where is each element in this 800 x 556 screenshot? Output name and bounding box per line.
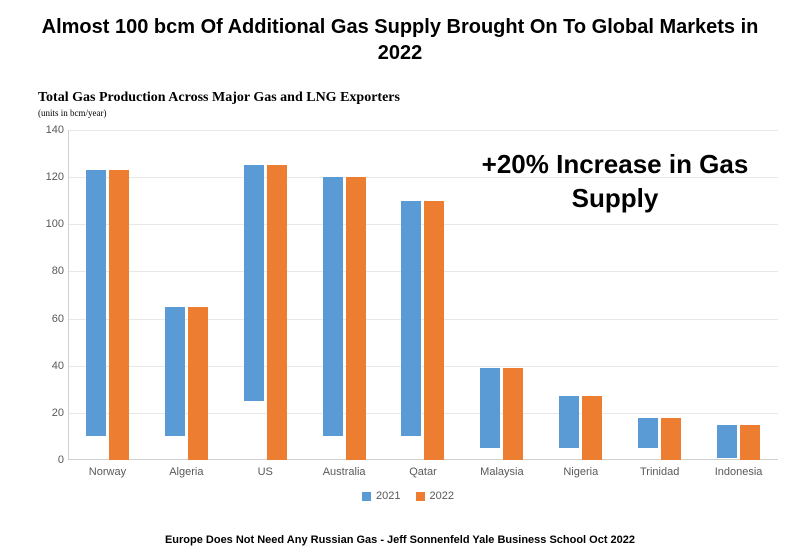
y-tick-label: 20 bbox=[38, 407, 64, 419]
y-tick-label: 60 bbox=[38, 313, 64, 325]
x-tick-label: Qatar bbox=[409, 466, 437, 478]
x-tick-label: Algeria bbox=[169, 466, 203, 478]
bar-chart: 020406080100120140 NorwayAlgeriaUSAustra… bbox=[38, 130, 778, 490]
bar bbox=[559, 396, 579, 448]
chart-subtitle: Total Gas Production Across Major Gas an… bbox=[38, 90, 800, 106]
bar bbox=[323, 177, 343, 436]
bar-group bbox=[68, 170, 147, 460]
units-label: (units in bcm/year) bbox=[38, 108, 800, 118]
x-tick-label: Trinidad bbox=[640, 466, 679, 478]
legend-label-2021: 2021 bbox=[376, 490, 400, 502]
bar bbox=[582, 396, 602, 460]
y-tick-label: 40 bbox=[38, 360, 64, 372]
bar bbox=[109, 170, 129, 460]
bar-group bbox=[699, 425, 778, 460]
bar-group bbox=[226, 165, 305, 460]
y-tick-label: 140 bbox=[38, 124, 64, 136]
bar bbox=[503, 368, 523, 460]
y-tick-label: 0 bbox=[38, 454, 64, 466]
bar bbox=[86, 170, 106, 436]
bar-group bbox=[384, 201, 463, 460]
y-tick-label: 100 bbox=[38, 218, 64, 230]
bar-group bbox=[541, 396, 620, 460]
legend-item-2022: 2022 bbox=[416, 490, 454, 502]
bar bbox=[638, 418, 658, 449]
subtitle-block: Total Gas Production Across Major Gas an… bbox=[0, 72, 800, 118]
x-tick-label: Norway bbox=[89, 466, 126, 478]
legend-item-2021: 2021 bbox=[362, 490, 400, 502]
legend-swatch-2022 bbox=[416, 492, 425, 501]
bar-group bbox=[620, 418, 699, 460]
legend-swatch-2021 bbox=[362, 492, 371, 501]
x-tick-label: US bbox=[258, 466, 273, 478]
bar bbox=[740, 425, 760, 460]
legend-label-2022: 2022 bbox=[430, 490, 454, 502]
bar bbox=[424, 201, 444, 460]
bar bbox=[480, 368, 500, 448]
x-tick-label: Malaysia bbox=[480, 466, 523, 478]
bar bbox=[188, 307, 208, 460]
x-tick-label: Indonesia bbox=[715, 466, 763, 478]
bar bbox=[346, 177, 366, 460]
bar bbox=[165, 307, 185, 437]
bar bbox=[244, 165, 264, 401]
page-title: Almost 100 bcm Of Additional Gas Supply … bbox=[0, 0, 800, 72]
bar bbox=[717, 425, 737, 458]
bar bbox=[267, 165, 287, 460]
bar-group bbox=[147, 307, 226, 460]
y-tick-label: 80 bbox=[38, 265, 64, 277]
source-footer: Europe Does Not Need Any Russian Gas - J… bbox=[0, 534, 800, 546]
x-tick-label: Nigeria bbox=[563, 466, 598, 478]
y-tick-label: 120 bbox=[38, 171, 64, 183]
bar-group bbox=[462, 368, 541, 460]
bar bbox=[661, 418, 681, 460]
bar bbox=[401, 201, 421, 437]
bars-layer bbox=[68, 130, 778, 460]
bar-group bbox=[305, 177, 384, 460]
legend: 2021 2022 bbox=[38, 490, 778, 504]
x-tick-label: Australia bbox=[323, 466, 366, 478]
